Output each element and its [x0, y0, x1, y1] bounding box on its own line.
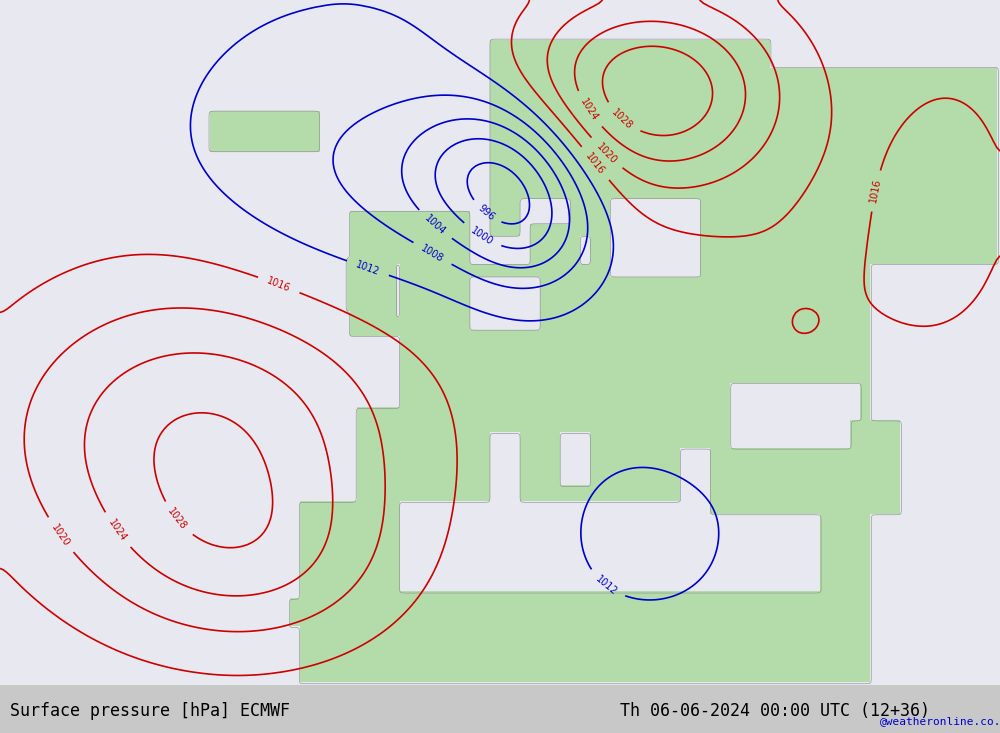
Text: Surface pressure [hPa] ECMWF: Surface pressure [hPa] ECMWF — [10, 702, 290, 720]
Text: 1020: 1020 — [49, 522, 71, 548]
Text: 1016: 1016 — [584, 151, 607, 176]
Text: 1008: 1008 — [419, 243, 446, 264]
Text: 996: 996 — [476, 203, 496, 223]
Text: 1004: 1004 — [422, 213, 447, 237]
Text: 1024: 1024 — [106, 517, 128, 543]
Text: 1000: 1000 — [469, 225, 495, 247]
Text: 1012: 1012 — [593, 573, 619, 597]
Text: 1028: 1028 — [166, 507, 189, 532]
Text: 1028: 1028 — [610, 107, 634, 131]
Text: 1020: 1020 — [594, 141, 618, 166]
Text: Th 06-06-2024 00:00 UTC (12+36): Th 06-06-2024 00:00 UTC (12+36) — [620, 702, 930, 720]
Text: 1016: 1016 — [868, 178, 883, 204]
Text: @weatheronline.co.uk: @weatheronline.co.uk — [880, 715, 1000, 726]
Text: 1016: 1016 — [266, 276, 292, 294]
Text: 1024: 1024 — [578, 97, 599, 122]
Text: 1012: 1012 — [355, 259, 381, 277]
